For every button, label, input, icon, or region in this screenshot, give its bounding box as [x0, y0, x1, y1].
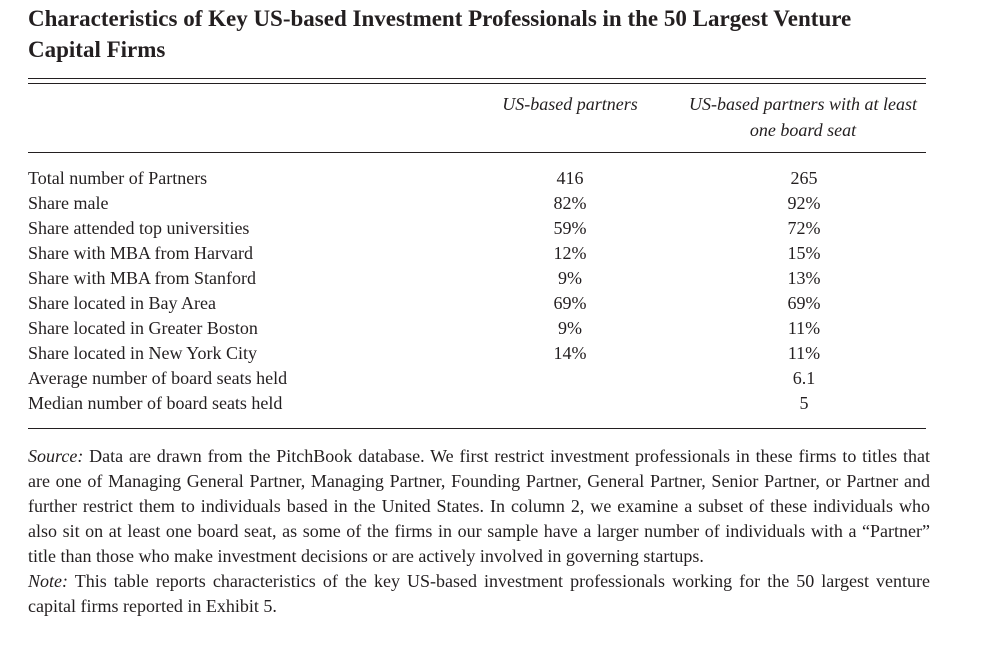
cell-us-partners: 82%	[553, 193, 587, 213]
cell-board-seat-partners: 69%	[787, 293, 821, 313]
cell-us-partners: 59%	[553, 218, 587, 238]
source-label: Source:	[28, 446, 84, 466]
note-text: This table reports characteristics of th…	[28, 571, 930, 616]
cell-us-partners: 14%	[553, 343, 587, 363]
cell-us-partners: 9%	[558, 318, 582, 338]
header-rule	[28, 152, 926, 153]
top-rule-second	[28, 83, 926, 84]
cell-board-seat-partners: 15%	[787, 243, 821, 263]
cell-board-seat-partners: 13%	[787, 268, 821, 288]
row-label: Share male	[28, 193, 109, 213]
table-notes: Source: Data are drawn from the PitchBoo…	[28, 444, 930, 619]
table-title: Characteristics of Key US-based Investme…	[28, 6, 852, 62]
row-label: Median number of board seats held	[28, 393, 283, 413]
table-row: Median number of board seats held 5	[28, 391, 926, 416]
table-row: Share located in Greater Boston 9% 11%	[28, 316, 926, 341]
row-label: Share attended top universities	[28, 218, 250, 238]
table-row: Share located in New York City 14% 11%	[28, 341, 926, 366]
table-row: Share male 82% 92%	[28, 191, 926, 216]
table-note: Note: This table reports characteristics…	[28, 569, 930, 619]
row-label: Total number of Partners	[28, 168, 208, 188]
table-row: Average number of board seats held 6.1	[28, 366, 926, 391]
table-row: Share with MBA from Stanford 9% 13%	[28, 266, 926, 291]
table-row: Share attended top universities 59% 72%	[28, 216, 926, 241]
row-label: Share located in Greater Boston	[28, 318, 258, 338]
table-bottom-rule	[28, 428, 926, 429]
note-label: Note:	[28, 571, 68, 591]
row-label: Share located in Bay Area	[28, 293, 216, 313]
table-row: Share located in Bay Area 69% 69%	[28, 291, 926, 316]
cell-us-partners: 9%	[558, 268, 582, 288]
row-label: Share located in New York City	[28, 343, 257, 363]
cell-us-partners: 12%	[553, 243, 587, 263]
cell-us-partners: 69%	[553, 293, 587, 313]
cell-board-seat-partners: 265	[790, 168, 818, 188]
source-text: Data are drawn from the PitchBook databa…	[28, 446, 930, 566]
cell-us-partners: 416	[556, 168, 584, 188]
row-label: Average number of board seats held	[28, 368, 288, 388]
top-rule	[28, 78, 926, 79]
cell-board-seat-partners: 11%	[787, 343, 821, 363]
cell-board-seat-partners: 72%	[787, 218, 821, 238]
row-label: Share with MBA from Stanford	[28, 268, 256, 288]
cell-board-seat-partners: 92%	[787, 193, 821, 213]
cell-board-seat-partners: 6.1	[792, 368, 816, 388]
table-body: Total number of Partners 416 265 Share m…	[28, 166, 926, 416]
cell-board-seat-partners: 5	[799, 393, 809, 413]
column-header-partners-with-board-seat: US-based partners with at least one boar…	[689, 94, 917, 140]
row-label: Share with MBA from Harvard	[28, 243, 253, 263]
column-header-us-partners: US-based partners	[502, 94, 638, 114]
cell-board-seat-partners: 11%	[787, 318, 821, 338]
table-row: Total number of Partners 416 265	[28, 166, 926, 191]
table-row: Share with MBA from Harvard 12% 15%	[28, 241, 926, 266]
source-note: Source: Data are drawn from the PitchBoo…	[28, 444, 930, 569]
